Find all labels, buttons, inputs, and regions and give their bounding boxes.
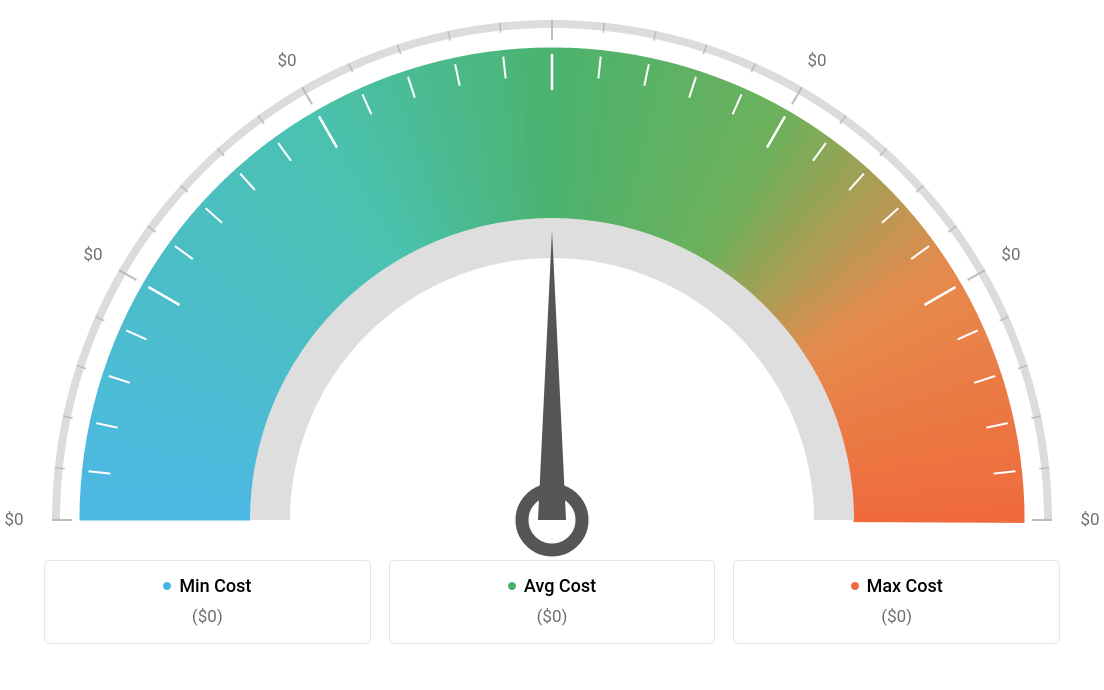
gauge-tick-label: $0 <box>83 245 102 265</box>
gauge-tick-label: $0 <box>4 510 23 530</box>
legend-max-value: ($0) <box>734 607 1059 627</box>
gauge-chart: $0$0$0$0$0$0$0 <box>40 0 1064 560</box>
legend-max-title: Max Cost <box>851 576 943 597</box>
legend-avg-label: Avg Cost <box>524 576 596 597</box>
legend-min-title: Min Cost <box>163 576 251 597</box>
legend-avg-dot <box>508 582 516 590</box>
gauge-tick-label: $0 <box>1001 245 1020 265</box>
legend-min-value: ($0) <box>45 607 370 627</box>
legend-max-cost: Max Cost ($0) <box>733 560 1060 644</box>
legend-avg-cost: Avg Cost ($0) <box>389 560 716 644</box>
legend-max-dot <box>851 582 859 590</box>
legend-max-label: Max Cost <box>867 576 943 597</box>
legend-row: Min Cost ($0) Avg Cost ($0) Max Cost ($0… <box>40 560 1064 644</box>
gauge-svg <box>40 0 1064 560</box>
cost-gauge-infographic: $0$0$0$0$0$0$0 Min Cost ($0) Avg Cost ($… <box>0 0 1104 690</box>
legend-min-label: Min Cost <box>179 576 251 597</box>
gauge-tick-label: $0 <box>277 51 296 71</box>
legend-min-dot <box>163 582 171 590</box>
gauge-tick-label: $0 <box>807 51 826 71</box>
legend-min-cost: Min Cost ($0) <box>44 560 371 644</box>
legend-avg-value: ($0) <box>390 607 715 627</box>
gauge-tick-label: $0 <box>1080 510 1099 530</box>
legend-avg-title: Avg Cost <box>508 576 596 597</box>
